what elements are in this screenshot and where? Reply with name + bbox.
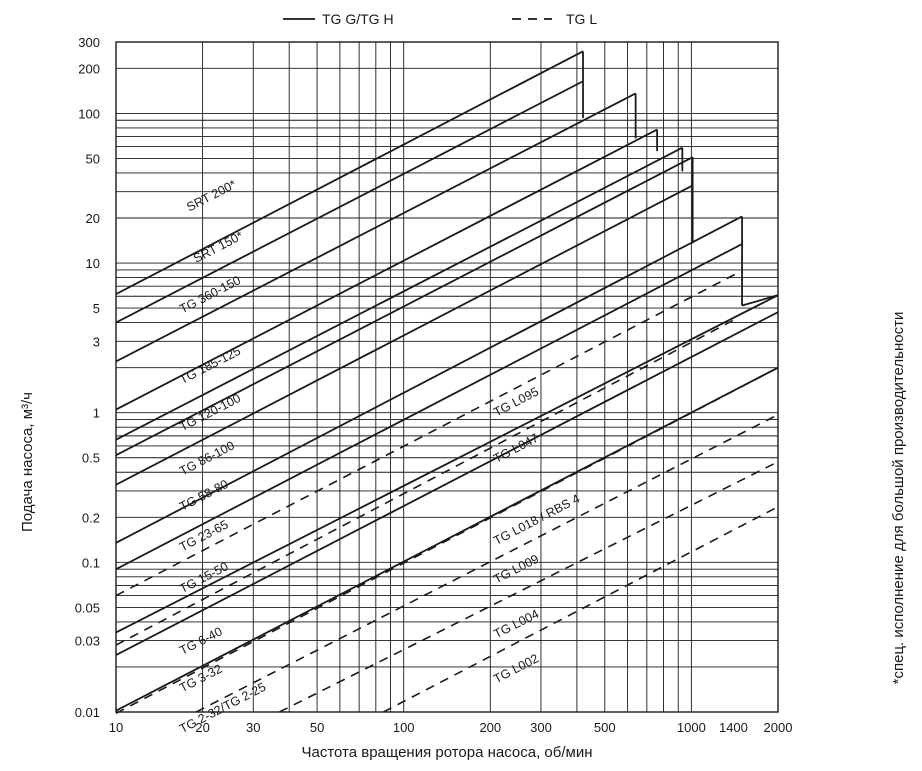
series-line (115, 92, 637, 363)
x-tick-label: 30 (246, 720, 260, 735)
y-tick-label: 0.01 (75, 705, 100, 720)
x-tick-label: 500 (594, 720, 616, 735)
x-axis-title: Частота вращения ротора насоса, об/мин (301, 744, 592, 761)
x-tick-label: 20 (195, 720, 209, 735)
series-line (115, 366, 779, 715)
series-line (115, 184, 694, 486)
y-tick-label: 50 (86, 151, 100, 166)
x-tick-label: 1400 (719, 720, 748, 735)
y-tick-label: 3 (93, 334, 100, 349)
side-footnote: *спец. исполнение для большой производит… (890, 312, 907, 685)
series-label: TG 6-40 (177, 624, 224, 657)
y-tick-label: 1 (93, 406, 100, 421)
plot-frame (115, 41, 779, 713)
series-line (279, 461, 779, 713)
series-line (115, 80, 584, 324)
y-tick-label: 0.05 (75, 600, 100, 615)
series-label: TG L095 (491, 385, 541, 420)
series-line (115, 272, 739, 597)
series-label: TG L004 (491, 607, 541, 641)
legend: TG G/TG H TG L (283, 11, 597, 27)
series-lines (115, 50, 779, 715)
tick-labels: 10 20 30 50 100 200 300 500 1000 1400 2000 0.01 0.03… (75, 35, 793, 735)
series-label: TG 185-125 (177, 344, 243, 387)
x-tick-label: 2000 (764, 720, 793, 735)
y-tick-label: 200 (78, 61, 100, 76)
series-line (115, 146, 683, 441)
series-line (115, 311, 779, 656)
legend-label-dashed: TG L (566, 11, 597, 27)
y-axis-title: Подача насоса, м³/ч (19, 392, 36, 532)
series-line (115, 366, 779, 712)
x-tick-label: 50 (310, 720, 324, 735)
series-label: SRT 200* (184, 177, 238, 214)
x-tick-label: 10 (109, 720, 123, 735)
x-tick-label: 1000 (677, 720, 706, 735)
series-line (115, 128, 658, 411)
x-tick-label: 300 (530, 720, 552, 735)
y-tick-label: 0.5 (82, 451, 100, 466)
y-tick-label: 0.2 (82, 510, 100, 525)
y-tick-label: 20 (86, 211, 100, 226)
y-tick-label: 5 (93, 301, 100, 316)
series-tail-line (741, 294, 779, 307)
y-tick-label: 300 (78, 35, 100, 50)
series-line (115, 50, 584, 295)
series-line (115, 156, 694, 457)
series-line (115, 294, 779, 634)
series-label: TG 360-150 (177, 273, 243, 316)
series-line (383, 506, 779, 713)
y-tick-label: 0.1 (82, 555, 100, 570)
grid (116, 42, 778, 712)
y-tick-label: 100 (78, 106, 100, 121)
series-label: TG L018 / RBS 4 (491, 491, 582, 547)
series-line (115, 215, 743, 544)
series-label: TG L002 (491, 651, 541, 686)
y-tick-label: 10 (86, 256, 100, 271)
x-tick-label: 100 (393, 720, 415, 735)
series-label: TG 58-80 (177, 477, 230, 514)
series-line (115, 243, 743, 570)
series-line (195, 413, 779, 713)
series-line (115, 317, 739, 646)
x-tick-label: 200 (479, 720, 501, 735)
y-tick-label: 0.03 (75, 634, 100, 649)
legend-label-solid: TG G/TG H (322, 11, 394, 27)
